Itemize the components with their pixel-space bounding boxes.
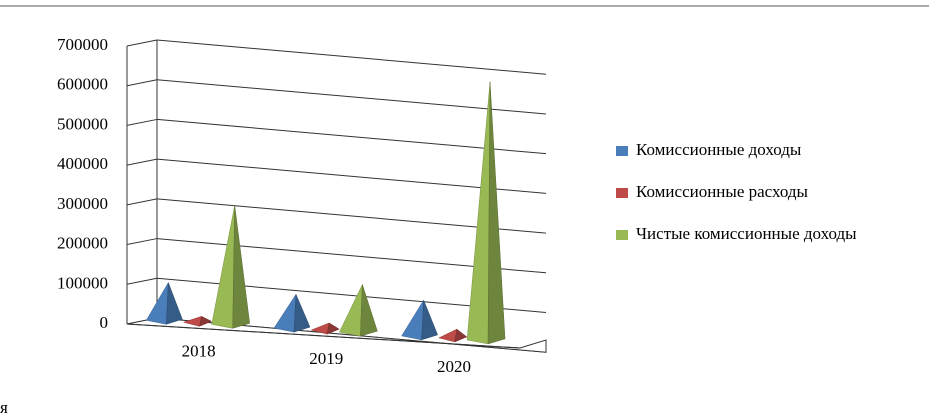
pyramid-bar-face	[211, 205, 235, 329]
gridline-depth	[126, 277, 158, 285]
legend-swatch-net-commission-income	[616, 230, 628, 240]
category-label: 2018	[182, 341, 216, 360]
gridline-depth	[126, 118, 158, 126]
y-tick-label: 500000	[57, 114, 108, 133]
gridline-depth	[126, 158, 158, 166]
pyramid-bar-side	[454, 328, 468, 343]
pyramid-bar-side	[199, 315, 213, 327]
pyramid-bar-side	[166, 282, 183, 325]
y-tick-label: 300000	[57, 194, 108, 213]
gridline	[156, 39, 547, 75]
y-tick-label: 200000	[57, 234, 108, 253]
pyramid-bar-side	[232, 205, 250, 329]
legend-item-commission-expenses: Комиссионные расходы	[612, 182, 922, 202]
y-tick-label: 0	[100, 313, 109, 332]
pyramid-bar-face	[339, 284, 363, 337]
gridline-depth	[126, 79, 158, 87]
pyramid-bar-face	[401, 299, 424, 341]
gridline-depth	[126, 39, 158, 47]
gridline	[156, 79, 547, 115]
category-label: 2020	[437, 357, 471, 376]
pyramid-bar-side	[421, 300, 438, 341]
category-label: 2019	[309, 349, 343, 368]
pyramid-bar-side	[326, 322, 340, 335]
legend: Комиссионные доходы Комиссионные расходы…	[612, 140, 922, 266]
legend-item-net-commission-income: Чистые комиссионные доходы	[612, 224, 922, 244]
legend-swatch-commission-expenses	[616, 188, 628, 198]
y-tick-label: 600000	[57, 75, 108, 94]
legend-label-net-commission-income: Чистые комиссионные доходы	[636, 224, 857, 243]
legend-label-commission-expenses: Комиссионные расходы	[636, 182, 808, 201]
gridline-depth	[126, 238, 158, 246]
category-labels: 2018 2019 2020	[182, 341, 471, 376]
cropped-caption-text: я	[0, 398, 8, 417]
y-tick-label: 100000	[57, 273, 108, 292]
pyramid-bar-side	[487, 81, 506, 345]
x-axis-line	[126, 323, 521, 349]
legend-item-commission-income: Комиссионные доходы	[612, 140, 922, 160]
gridline-depth	[126, 198, 158, 206]
legend-label-commission-income: Комиссионные доходы	[636, 140, 802, 159]
pyramid-bars	[145, 81, 506, 345]
gridline	[156, 118, 547, 155]
y-tick-labels: 0 100000 200000 300000 400000 500000 600000 700…	[57, 35, 108, 332]
pyramid-bar-side	[360, 284, 378, 337]
pyramid-bar-face	[466, 81, 491, 345]
legend-swatch-commission-income	[616, 146, 628, 156]
y-tick-label: 700000	[57, 35, 108, 54]
pyramid-bar-face	[273, 293, 297, 333]
pyramid-bar-face	[438, 328, 458, 343]
y-tick-label: 400000	[57, 154, 108, 173]
pyramid-bar-side	[293, 294, 311, 333]
